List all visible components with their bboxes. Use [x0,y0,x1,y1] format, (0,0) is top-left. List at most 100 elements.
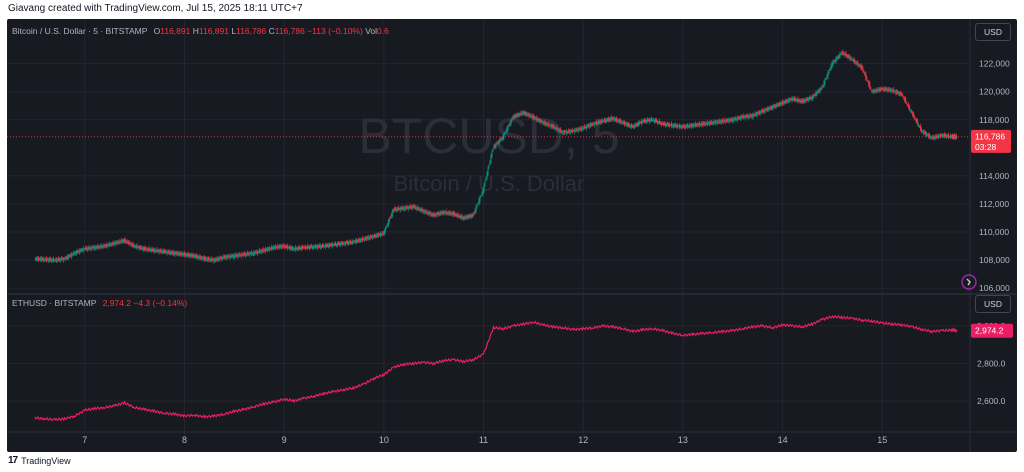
btc-candle-body [328,244,330,247]
btc-candle-body [590,124,592,127]
eth-y-tick-label: 2,600.0 [977,396,1006,406]
btc-candle-body [289,246,291,250]
btc-candle-body [502,135,504,140]
btc-countdown-value: 03:28 [975,142,997,152]
btc-candle-body [693,124,695,126]
btc-candle-body [864,72,866,76]
btc-candle-body [570,130,572,133]
btc-candle-body [128,241,130,245]
btc-candle-body [256,251,258,253]
btc-candle-body [758,111,760,114]
btc-candle-body [627,123,629,126]
btc-legend[interactable]: Bitcoin / U.S. Dollar · 5 · BITSTAMP O11… [12,26,389,36]
btc-candle-body [51,259,53,261]
btc-candle-body [514,115,516,118]
btc-candle-body [181,253,183,256]
btc-candle-body [197,256,199,258]
btc-candle-body [636,123,638,126]
btc-candle-body [793,97,795,100]
btc-candle-body [467,215,469,219]
btc-high-value: 116,891 [198,26,229,36]
btc-candle-body [67,255,69,259]
btc-candle-body [725,120,727,122]
btc-candle-body [423,210,425,213]
btc-candle-body [692,124,694,127]
btc-candle-body [299,246,301,249]
btc-candle-body [69,255,71,256]
btc-candle-body [890,89,892,92]
btc-candle-body [250,253,252,255]
btc-candle-body [763,110,765,112]
btc-candle-body [523,112,525,115]
btc-candle-body [899,93,901,95]
x-tick-label: 14 [778,435,788,445]
btc-candle-body [129,243,131,245]
chart-canvas[interactable]: BTCUSD, 5 Bitcoin / U.S. Dollar 7 8 9 10 11 1… [7,19,1017,452]
btc-candle-body [383,230,385,235]
btc-candle-body [940,134,942,137]
btc-candle-body [416,208,418,209]
btc-candle-body [109,244,111,246]
btc-candle-body [612,118,614,119]
btc-candle-body [88,246,90,250]
btc-candle-body [101,246,103,248]
btc-candle-body [445,211,447,214]
btc-candle-body [475,206,477,212]
btc-change-value: −113 (−0.10%) [307,26,363,36]
btc-candle-body [526,113,528,116]
btc-candle-body [903,97,905,99]
btc-candle-body [849,55,851,59]
btc-candle-body [66,256,68,259]
btc-candle-body [365,237,367,239]
btc-candle-body [229,255,231,259]
btc-candle-body [686,124,688,128]
chart-container[interactable]: BTCUSD, 5 Bitcoin / U.S. Dollar 7 8 9 10 11 1… [7,19,1017,452]
btc-candle-body [509,123,511,125]
btc-candle-body [298,247,300,249]
btc-candle-body [637,123,639,126]
btc-candle-body [106,244,108,248]
btc-candle-body [198,256,200,259]
btc-candle-body [838,55,840,58]
btc-candle-body [508,125,510,127]
btc-candle-body [702,122,704,125]
btc-candle-body [450,212,452,215]
eth-legend[interactable]: ETHUSD · BITSTAMP 2,974.2 −4.3 (−0.14%) [12,298,187,308]
btc-candle-body [704,122,706,126]
btc-candle-body [155,250,157,252]
btc-candle-body [631,124,633,128]
btc-candle-body [216,258,218,261]
eth-currency-button[interactable]: USD [975,295,1011,313]
btc-candle-body [113,242,115,245]
btc-candle-body [568,130,570,133]
btc-candle-body [370,236,372,238]
btc-candle-body [93,247,95,249]
btc-candle-body [226,256,228,259]
btc-candle-body [778,103,780,105]
btc-candle-body [767,108,769,111]
btc-candle-body [696,123,698,127]
btc-candle-body [842,51,844,54]
btc-candle-body [927,134,929,136]
btc-candle-body [801,99,803,103]
btc-candle-body [203,256,205,260]
btc-candle-body [604,119,606,122]
alert-clock-icon[interactable] [961,274,977,290]
btc-candle-body [610,118,612,121]
btc-candle-body [638,122,640,125]
btc-candle-body [587,125,589,127]
btc-currency-button[interactable]: USD [975,23,1011,41]
btc-candle-body [735,118,737,120]
btc-candle-body [537,118,539,121]
btc-candle-body [728,119,730,122]
btc-candle-body [491,151,493,157]
btc-candle-body [374,234,376,237]
footer-brand[interactable]: 17 TradingView [8,455,71,466]
btc-candle-body [919,126,921,128]
btc-candle-body [169,251,171,254]
btc-candle-body [346,241,348,244]
btc-candle-body [363,238,365,240]
btc-candle-body [316,246,318,248]
btc-candle-body [655,120,657,123]
